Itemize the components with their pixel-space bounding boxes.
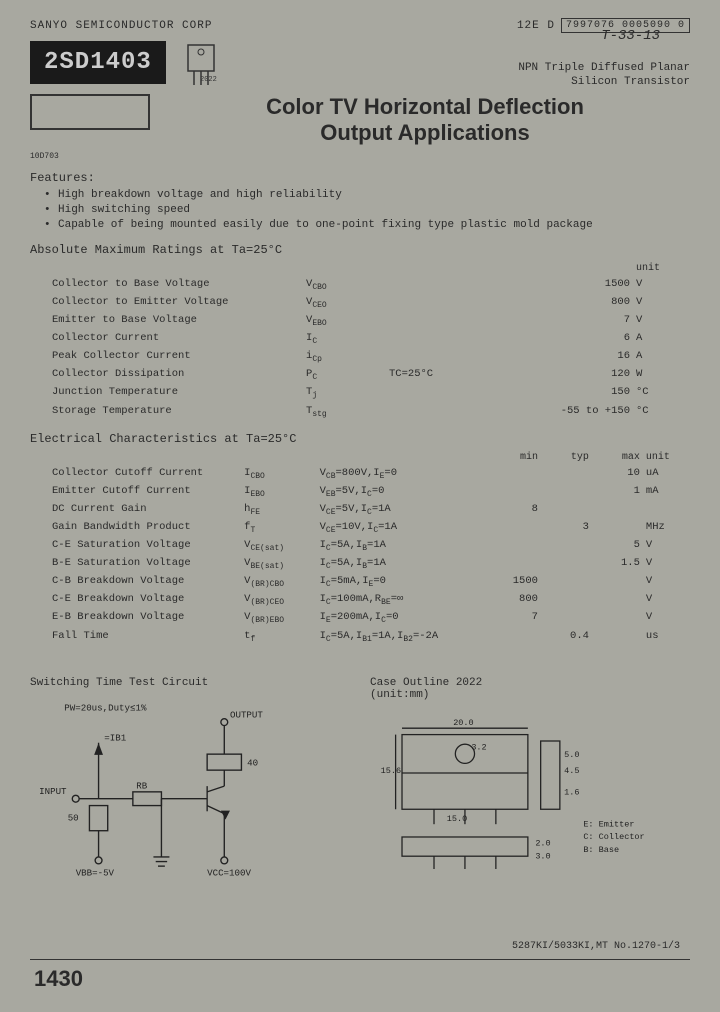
svg-text:E: Emitter: E: Emitter [583, 819, 634, 829]
elec-row: C-E Breakdown VoltageV(BR)CEOIC=100mA,RB… [32, 592, 688, 608]
elec-heading: Electrical Characteristics at Ta=25°C [30, 432, 690, 446]
ratings-row: Junction TemperatureTj150°C [32, 385, 688, 401]
part-block: 2SD1403 2022 NPN Triple Diffused Planar … [30, 41, 690, 90]
type-subtitle: NPN Triple Diffused Planar Silicon Trans… [240, 41, 690, 90]
elec-row: Emitter Cutoff CurrentIEBOVEB=5V,IC=01mA [32, 484, 688, 500]
svg-text:50: 50 [68, 812, 79, 823]
ratings-row: Storage TemperatureTstg-55 to +150°C [32, 404, 688, 420]
svg-text:4.5: 4.5 [564, 766, 579, 776]
ratings-heading: Absolute Maximum Ratings at Ta=25°C [30, 243, 690, 257]
unit-hdr: unit [634, 262, 688, 275]
ratings-row: Collector to Emitter VoltageVCEO800V [32, 295, 688, 311]
circuit-title: Switching Time Test Circuit [30, 677, 350, 689]
outline-diagram: 20.0 3.2 15.6 15.0 5.0 4.5 1.6 2.0 [370, 709, 690, 880]
title-line2: Output Applications [160, 120, 690, 146]
diagrams-row: Switching Time Test Circuit PW=20us,Duty… [30, 677, 690, 895]
svg-text:20.0: 20.0 [453, 718, 473, 728]
footer-rule [30, 959, 690, 960]
svg-text:VBB=-5V: VBB=-5V [76, 867, 115, 878]
elec-row: C-E Saturation VoltageVCE(sat)IC=5A,IB=1… [32, 538, 688, 554]
ratings-row: Collector CurrentIC6A [32, 331, 688, 347]
features-list: High breakdown voltage and high reliabil… [30, 188, 690, 233]
svg-text:PW=20us,Duty≤1%: PW=20us,Duty≤1% [64, 702, 147, 713]
svg-text:3.0: 3.0 [535, 851, 550, 861]
ratings-row: Emitter to Base VoltageVEBO7V [32, 313, 688, 329]
elec-row: Gain Bandwidth ProductfTVCE=10V,IC=1A3MH… [32, 520, 688, 536]
feature-item: High breakdown voltage and high reliabil… [58, 188, 690, 203]
elec-table: min typ max unit Collector Cutoff Curren… [30, 449, 690, 647]
header-row: SANYO SEMICONDUCTOR CORP 12E D 7997076 0… [30, 18, 690, 33]
company-name: SANYO SEMICONDUCTOR CORP [30, 20, 212, 32]
circuit-diagram: PW=20us,Duty≤1% OUTPUT 40 VCC=100V RB =I… [30, 697, 350, 891]
svg-text:15.6: 15.6 [381, 766, 401, 776]
svg-text:B: Base: B: Base [583, 845, 619, 855]
svg-text:RB: RB [136, 780, 147, 791]
elec-row: Fall TimetfIC=5A,IB1=1A,IB2=-2A0.4us [32, 629, 688, 645]
main-title: Color TV Horizontal Deflection Output Ap… [160, 94, 690, 147]
svg-text:2.0: 2.0 [535, 838, 550, 848]
svg-text:40: 40 [247, 757, 258, 768]
part-number: 2SD1403 [30, 41, 166, 84]
ratings-row: Peak Collector CurrentiCp16A [32, 349, 688, 365]
handwritten-note: T-33-13 [601, 28, 660, 44]
svg-text:5.0: 5.0 [564, 750, 579, 760]
elec-row: E-B Breakdown VoltageV(BR)EBOIE=200mA,IC… [32, 610, 688, 626]
outline-title: Case Outline 2022 (unit:mm) [370, 677, 690, 701]
elec-row: C-B Breakdown VoltageV(BR)CBOIC=5mA,IE=0… [32, 574, 688, 590]
outline-block: Case Outline 2022 (unit:mm) 20.0 3.2 15.… [370, 677, 690, 895]
tiny-label: 10D703 [30, 152, 690, 161]
feature-item: Capable of being mounted easily due to o… [58, 218, 690, 233]
title-line1: Color TV Horizontal Deflection [160, 94, 690, 120]
elec-row: Collector Cutoff CurrentICBOVCB=800V,IE=… [32, 466, 688, 482]
empty-box [30, 94, 150, 130]
svg-text:INPUT: INPUT [39, 786, 67, 797]
svg-text:1.6: 1.6 [564, 787, 579, 797]
elec-row: DC Current GainhFEVCE=5V,IC=1A8 [32, 502, 688, 518]
package-icon: 2022 [178, 41, 228, 87]
ratings-row: Collector DissipationPCTC=25°C120W [32, 367, 688, 383]
svg-text:C: Collector: C: Collector [583, 832, 644, 842]
svg-text:VCC=100V: VCC=100V [207, 867, 251, 878]
type-line1: NPN Triple Diffused Planar [240, 61, 690, 75]
circuit-block: Switching Time Test Circuit PW=20us,Duty… [30, 677, 350, 895]
page-number: 1430 [34, 966, 83, 992]
svg-text:15.0: 15.0 [447, 814, 467, 824]
svg-text:3.2: 3.2 [471, 742, 486, 752]
elec-row: B-E Saturation VoltageVBE(sat)IC=5A,IB=1… [32, 556, 688, 572]
svg-text:2022: 2022 [200, 76, 217, 84]
ratings-row: Collector to Base VoltageVCBO1500V [32, 277, 688, 293]
title-row: Color TV Horizontal Deflection Output Ap… [30, 94, 690, 147]
code-1: 12E D [517, 20, 555, 32]
feature-item: High switching speed [58, 203, 690, 218]
ratings-table: unit Collector to Base VoltageVCBO1500V C… [30, 260, 690, 422]
footer-code: 5287KI/5033KI,MT No.1270-1/3 [512, 941, 680, 952]
features-heading: Features: [30, 171, 690, 185]
type-line2: Silicon Transistor [240, 75, 690, 89]
svg-text:OUTPUT: OUTPUT [230, 709, 263, 720]
svg-text:=IB1: =IB1 [104, 732, 126, 743]
